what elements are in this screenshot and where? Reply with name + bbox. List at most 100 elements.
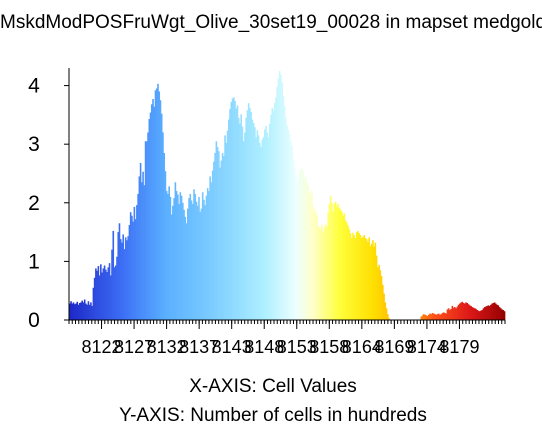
x-axis-label: X-AXIS: Cell Values	[189, 376, 357, 397]
x-tick-label: 8153	[277, 337, 317, 357]
y-axis-label: Y-AXIS: Number of cells in hundreds	[119, 405, 427, 426]
histogram-bar	[124, 237, 127, 320]
histogram-bar	[134, 219, 137, 320]
histogram-bar	[328, 203, 331, 320]
histogram-bar	[321, 225, 323, 320]
histogram-bar	[162, 132, 164, 320]
histogram-bar	[247, 103, 250, 320]
histogram-bar	[501, 309, 503, 320]
histogram-bar	[261, 139, 264, 320]
histogram-bar	[302, 170, 305, 320]
x-tick-label: 8137	[179, 337, 219, 357]
x-tick-label: 8143	[212, 337, 252, 357]
histogram-bar	[270, 114, 272, 320]
histogram-bar	[165, 191, 168, 320]
histogram-bar	[457, 304, 460, 320]
histogram-bar	[190, 200, 193, 320]
histogram-bar	[430, 314, 433, 320]
histogram-bar	[250, 111, 252, 320]
histogram-bar	[285, 117, 287, 320]
histogram-bar	[265, 126, 267, 321]
histogram-bar	[71, 303, 74, 320]
histogram-bar	[249, 107, 251, 320]
histogram-bar	[267, 137, 270, 320]
histogram-bar	[244, 132, 246, 320]
x-tick-label: 8164	[342, 337, 382, 357]
histogram-bar	[442, 312, 445, 320]
histogram-bar	[69, 303, 71, 320]
histogram-bar	[150, 104, 153, 320]
histogram-bar	[273, 103, 276, 320]
histogram-bar	[154, 90, 157, 321]
x-tick-label: 8169	[374, 337, 414, 357]
histogram-bar	[111, 249, 113, 320]
histogram-bar	[434, 314, 436, 320]
histogram-bar	[370, 243, 373, 320]
histogram-bar	[497, 305, 500, 320]
histogram-bar	[281, 82, 283, 321]
histogram-bar	[259, 143, 261, 320]
histogram-bar	[256, 130, 259, 320]
x-tick-label: 8174	[407, 337, 447, 357]
y-tick-label: 0	[28, 309, 40, 332]
histogram-bar	[373, 246, 375, 320]
histogram-bar	[189, 194, 192, 320]
histogram-bar	[423, 314, 425, 320]
histogram-bar	[477, 310, 480, 320]
histogram-bar	[372, 240, 374, 320]
histogram-bar	[472, 307, 475, 320]
histogram-bar	[301, 167, 303, 320]
histogram-bar	[214, 152, 216, 320]
histogram-bar	[377, 267, 379, 320]
histogram-bar	[496, 304, 498, 320]
histogram-bar	[107, 267, 110, 320]
histogram-bar	[436, 314, 439, 320]
histogram-bar	[183, 209, 185, 320]
histogram-bar	[300, 169, 302, 320]
histogram-bar	[187, 208, 189, 320]
histogram-bar	[329, 195, 332, 320]
histogram-bar	[303, 178, 306, 320]
histogram-bar	[295, 174, 297, 320]
histogram-bar	[103, 265, 106, 320]
histogram-bar	[240, 114, 243, 320]
y-axis-ticks: 0 1 2 3 4	[28, 75, 69, 332]
histogram-bar	[332, 211, 334, 320]
histogram-bar	[380, 276, 383, 320]
histogram-bar	[344, 220, 347, 320]
histogram-bar	[72, 302, 75, 320]
histogram-bar	[385, 308, 388, 320]
histogram-bar	[123, 249, 126, 320]
histogram-bar	[483, 307, 486, 320]
histogram-bar	[503, 311, 506, 320]
histogram-bar	[122, 234, 124, 320]
histogram-bar	[319, 229, 322, 320]
histogram-bar	[314, 212, 317, 320]
histogram-bar	[317, 226, 320, 320]
histogram-bar	[255, 137, 257, 320]
histogram-bar	[76, 301, 79, 320]
histogram-bar	[180, 195, 183, 320]
histogram-bar	[90, 302, 92, 320]
histogram-bar	[264, 129, 266, 320]
histogram-bar	[316, 215, 318, 320]
histogram-bar	[173, 198, 175, 320]
histogram-bar	[203, 199, 205, 320]
histogram-bar	[447, 308, 450, 320]
histogram-bar	[185, 223, 188, 320]
histogram-bar	[348, 229, 351, 320]
histogram-bar	[346, 222, 348, 320]
histogram-bar	[114, 265, 117, 320]
histogram-bar	[449, 310, 451, 320]
histogram-bar	[262, 137, 265, 320]
histogram-bar	[502, 310, 505, 320]
histogram-bar	[159, 100, 162, 320]
histogram-bar	[121, 242, 123, 320]
histogram-bar	[286, 125, 288, 321]
x-tick-label: 8148	[244, 337, 284, 357]
histogram-bar	[446, 309, 449, 320]
chart-title: MskdModPOSFruWgt_Olive_30set19_00028 in …	[0, 12, 542, 33]
histogram-bar	[420, 316, 423, 320]
histogram-bar	[266, 132, 269, 320]
histogram-bar	[131, 215, 133, 320]
